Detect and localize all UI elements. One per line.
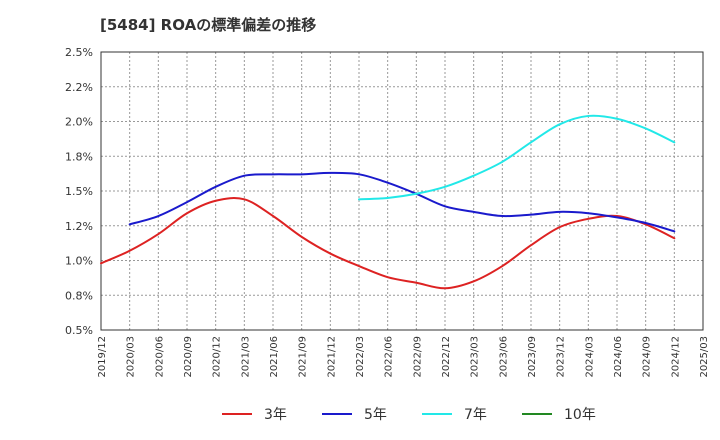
x-tick-label: 2022/09 [412,336,423,378]
x-tick-label: 2020/09 [183,336,194,378]
x-tick-label: 2025/03 [699,336,710,378]
y-tick-label: 0.8% [65,289,93,302]
x-tick-label: 2019/12 [97,336,108,378]
series-line-3 [358,114,676,201]
x-tick-label: 2023/06 [498,336,509,378]
x-tick-label: 2024/06 [613,336,624,378]
x-tick-label: 2021/09 [298,336,309,378]
x-tick-label: 2022/12 [441,336,452,378]
x-tick-label: 2023/03 [470,336,481,378]
legend-label-2: 5年 [364,407,387,423]
legend-label-3: 7年 [464,407,487,423]
y-tick-label: 1.8% [65,150,93,163]
y-tick-label: 2.2% [65,81,93,94]
x-tick-label: 2021/03 [240,336,251,378]
x-tick-label: 2020/06 [154,336,165,378]
y-tick-label: 2.0% [65,116,93,129]
y-tick-label: 1.5% [65,185,93,198]
y-tick-label: 2.5% [65,46,93,59]
x-tick-label: 2020/03 [126,336,137,378]
x-tick-label: 2022/06 [384,336,395,378]
x-tick-label: 2024/09 [642,336,653,378]
series-line-2 [128,171,676,233]
x-tick-label: 2021/06 [269,336,280,378]
x-tick-label: 2020/12 [212,336,223,378]
x-tick-label: 2022/03 [355,336,366,378]
x-tick-label: 2023/12 [556,336,567,378]
series-line-1 [100,197,676,290]
y-tick-label: 0.5% [65,324,93,337]
x-tick-label: 2024/12 [670,336,681,378]
plot-border [100,51,704,331]
x-tick-label: 2021/12 [326,336,337,378]
legend-label-1: 3年 [264,407,287,423]
x-tick-label: 2024/03 [584,336,595,378]
legend-label-4: 10年 [564,407,596,423]
y-tick-label: 1.0% [65,255,93,268]
x-tick-label: 2023/09 [527,336,538,378]
y-tick-label: 1.2% [65,220,93,233]
chart-title: [5484] ROAの標準偏差の推移 [100,16,317,34]
